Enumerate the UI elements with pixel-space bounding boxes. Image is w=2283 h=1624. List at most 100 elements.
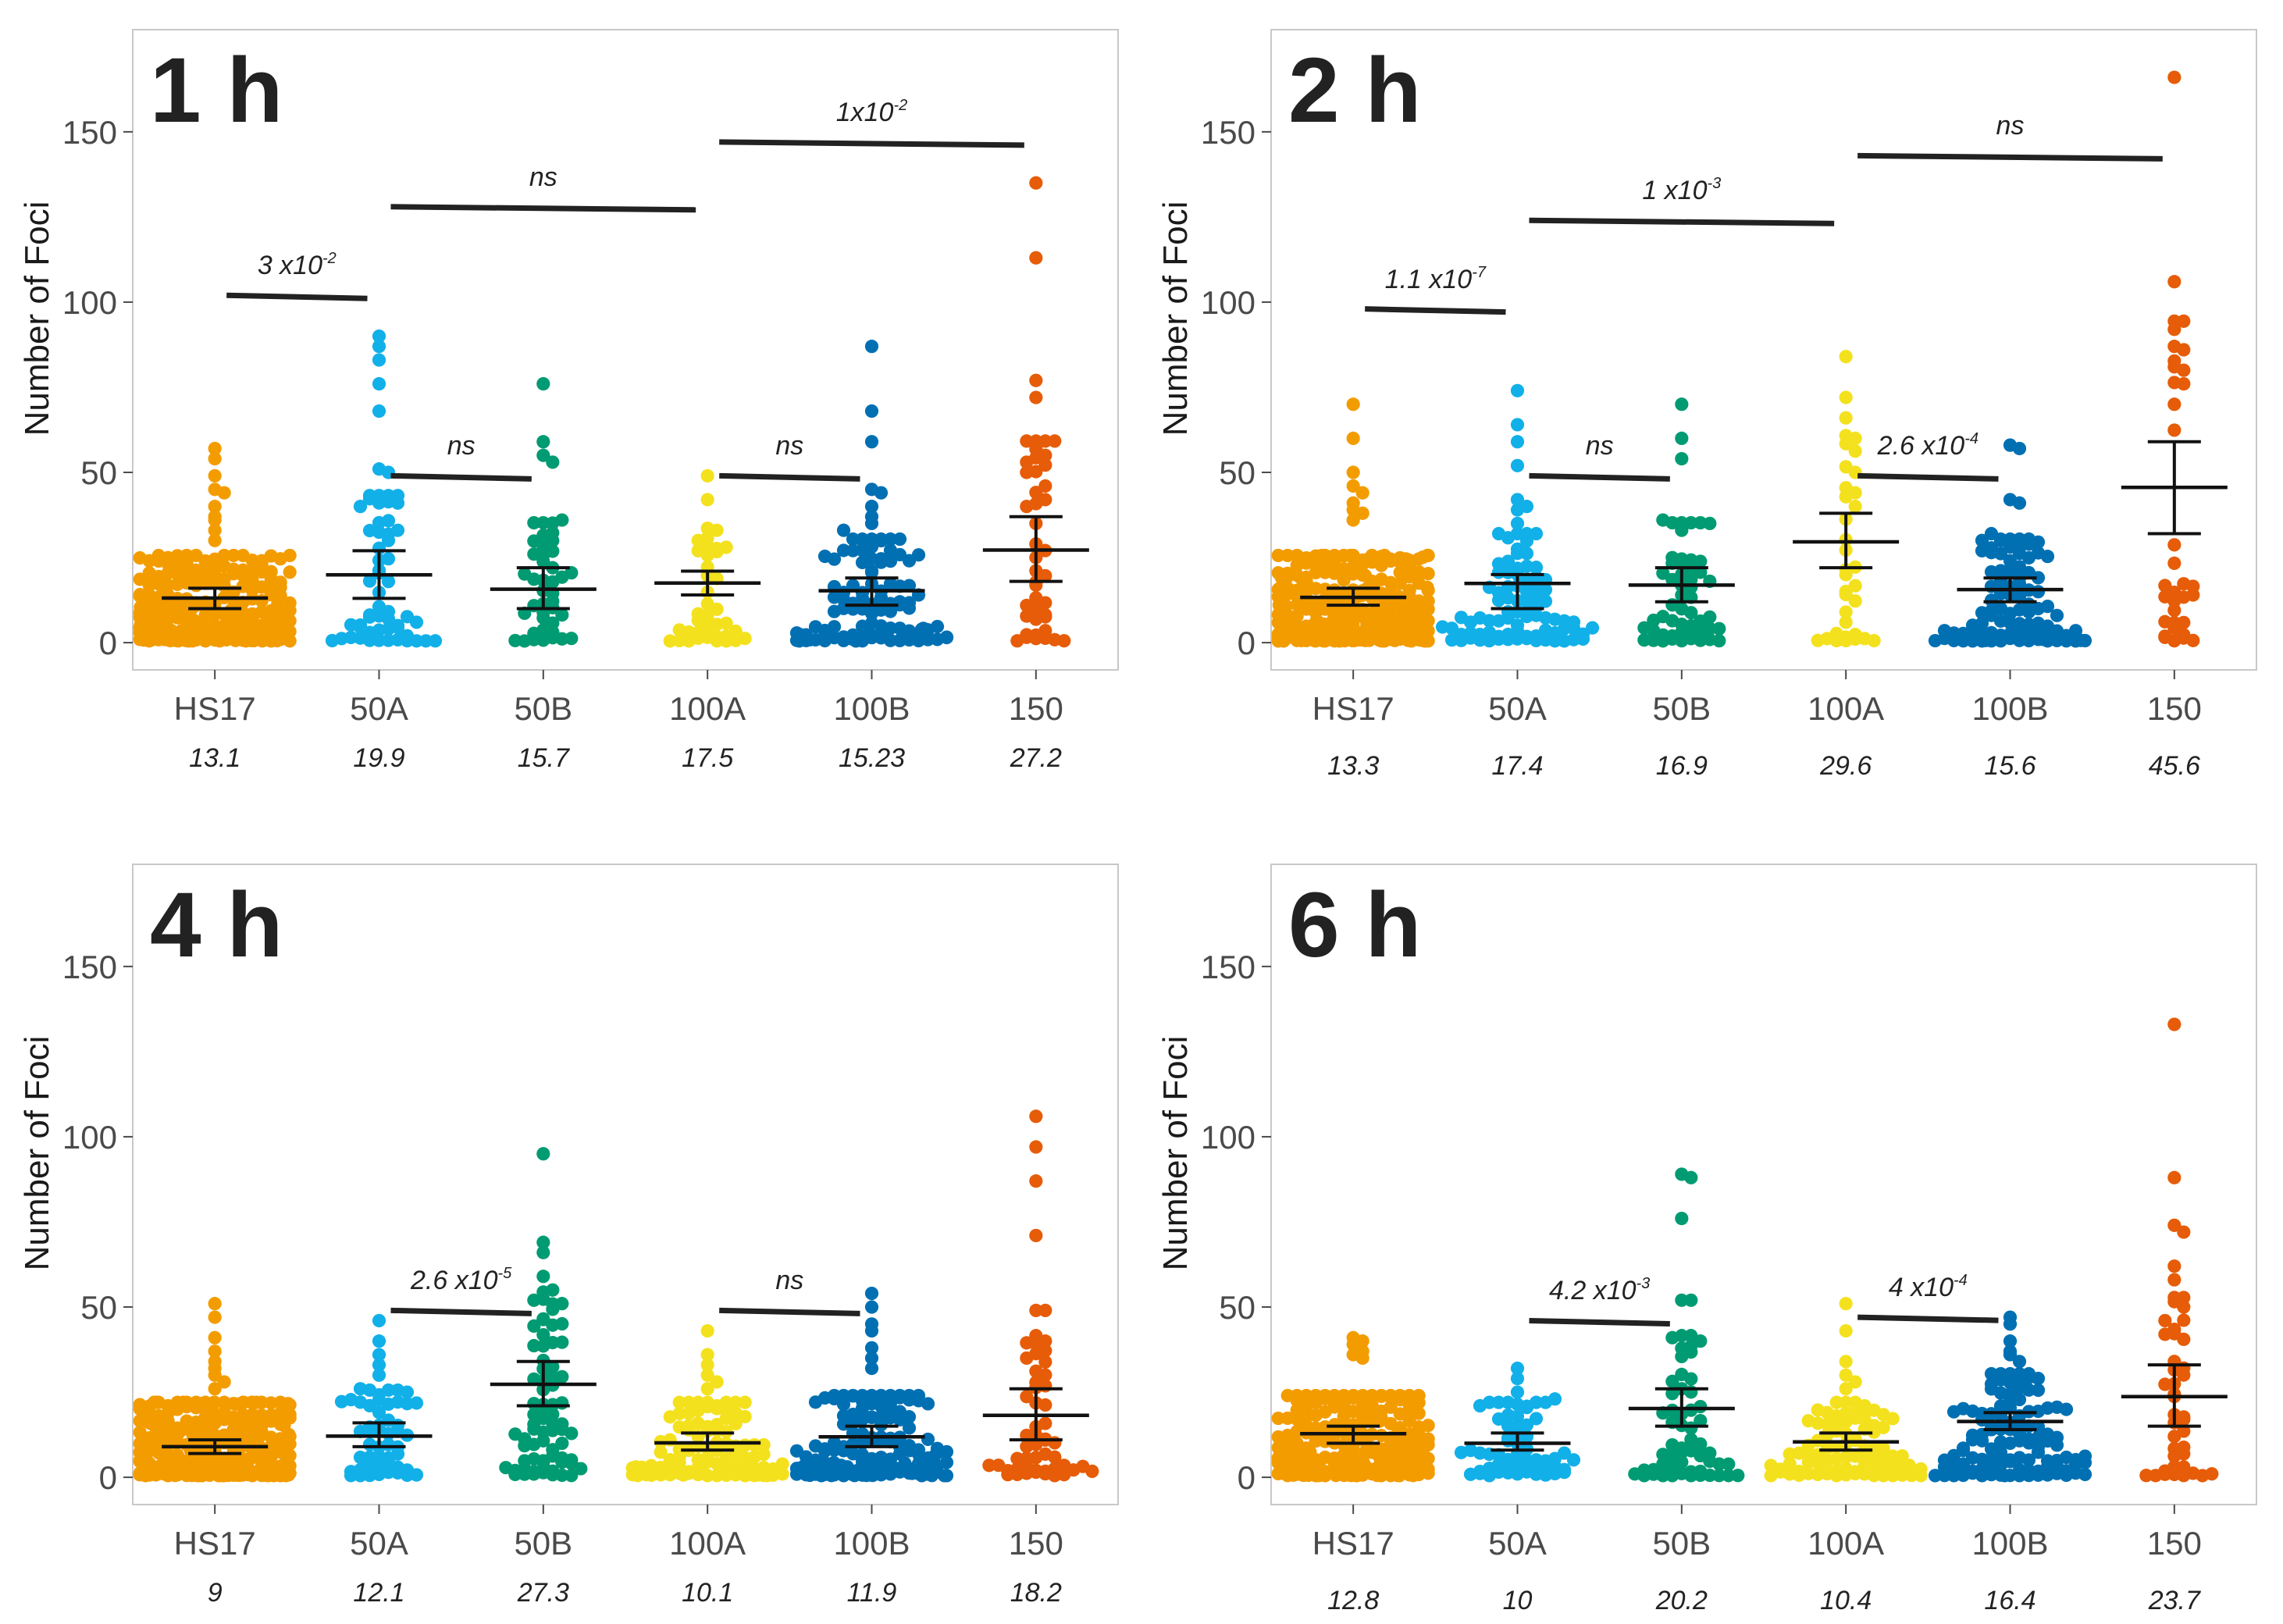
data-point xyxy=(418,634,433,648)
data-point xyxy=(133,1401,147,1416)
data-point xyxy=(1876,1408,1890,1422)
data-point xyxy=(672,1420,686,1434)
data-point xyxy=(1420,580,1434,594)
data-point xyxy=(663,1453,677,1467)
data-point xyxy=(939,630,954,645)
data-point xyxy=(1309,1459,1323,1473)
category-label: 100A xyxy=(1808,690,1884,727)
data-point xyxy=(982,1458,996,1473)
data-point xyxy=(1412,1406,1426,1420)
data-point xyxy=(234,631,248,645)
data-point xyxy=(1404,634,1419,648)
data-point xyxy=(1811,633,1825,647)
data-point xyxy=(381,575,396,589)
data-point xyxy=(555,1369,569,1384)
data-point xyxy=(2078,1449,2092,1463)
data-point xyxy=(855,533,870,547)
data-point xyxy=(1722,1457,1736,1471)
category-label: HS17 xyxy=(174,1525,256,1562)
mean-value-label: 45.6 xyxy=(2149,751,2200,781)
significance-label: 4 x10-4 xyxy=(1888,1272,1968,1303)
data-point xyxy=(1038,1416,1052,1430)
data-point xyxy=(1694,1334,1708,1348)
data-point xyxy=(555,1436,569,1451)
significance-label: 2.6 x10-5 xyxy=(410,1265,512,1296)
data-point xyxy=(1038,1355,1052,1369)
data-point xyxy=(565,1426,579,1441)
data-point xyxy=(792,634,807,648)
data-point xyxy=(381,552,396,566)
category-label: 100B xyxy=(1971,690,2048,727)
data-point xyxy=(2031,1383,2046,1398)
data-point xyxy=(1038,479,1052,493)
data-point xyxy=(372,1334,386,1348)
mean-value-label: 29.6 xyxy=(1819,751,1872,781)
data-point xyxy=(2158,629,2172,643)
data-point xyxy=(1783,1462,1797,1476)
data-point xyxy=(1848,579,1862,593)
significance-label-box: 3 x10-2 xyxy=(258,251,337,280)
mean-ci-bar xyxy=(326,1421,433,1448)
data-point xyxy=(1914,1469,1928,1483)
data-point xyxy=(1684,606,1698,620)
data-point xyxy=(1346,617,1360,631)
series-100A xyxy=(663,468,752,648)
data-point xyxy=(2167,397,2181,411)
data-point xyxy=(738,632,752,646)
data-point xyxy=(536,435,550,449)
data-point xyxy=(148,601,162,615)
data-point xyxy=(1280,548,1295,563)
data-point xyxy=(527,547,541,561)
data-point xyxy=(930,619,945,634)
data-point xyxy=(1993,564,2008,578)
data-point xyxy=(2167,1259,2181,1273)
mean-ci-bar xyxy=(2121,440,2228,536)
data-point xyxy=(864,500,879,514)
data-point xyxy=(864,1351,879,1366)
data-point xyxy=(1637,633,1651,647)
data-point xyxy=(1288,1444,1302,1459)
data-point xyxy=(1029,390,1043,404)
data-point xyxy=(1684,1293,1698,1307)
data-point xyxy=(1029,1174,1043,1188)
data-point xyxy=(2177,1332,2191,1347)
data-point xyxy=(2167,1218,2181,1232)
mean-value-label: 15.6 xyxy=(1984,751,2035,781)
data-point xyxy=(1902,1458,1916,1473)
significance-line xyxy=(1857,472,1999,482)
significance-label-box: ns xyxy=(1586,431,1614,461)
data-point xyxy=(1038,458,1052,472)
data-point xyxy=(372,404,386,418)
data-point xyxy=(700,1358,714,1372)
mean-value-label: 13.1 xyxy=(189,743,240,773)
data-point xyxy=(223,629,237,643)
data-point xyxy=(738,1409,752,1424)
data-point xyxy=(555,607,569,622)
data-point xyxy=(237,568,251,582)
data-point xyxy=(282,1468,296,1482)
y-tick-label: 50 xyxy=(80,1289,117,1326)
data-point xyxy=(372,1313,386,1328)
data-point xyxy=(1420,548,1434,563)
data-point xyxy=(283,565,297,579)
data-point xyxy=(353,620,368,635)
data-point xyxy=(775,1467,789,1481)
data-point xyxy=(353,1450,368,1465)
data-point xyxy=(536,1327,550,1342)
data-point xyxy=(700,1323,714,1338)
data-point xyxy=(198,1410,212,1424)
data-point xyxy=(1928,633,1943,648)
data-point xyxy=(226,548,240,563)
data-point xyxy=(1020,455,1034,469)
data-point xyxy=(939,1455,954,1469)
data-point xyxy=(1038,608,1052,622)
significance-label-box: ns xyxy=(775,431,803,461)
significance-bracket: 4.2 x10-3 xyxy=(1529,1276,1670,1327)
data-point xyxy=(208,513,222,527)
category-label: 100B xyxy=(833,1525,910,1562)
mean-ci-bar xyxy=(982,515,1089,583)
data-point xyxy=(849,1464,864,1478)
series-50B xyxy=(508,377,579,648)
data-point xyxy=(518,634,532,648)
data-point xyxy=(1675,397,1689,411)
